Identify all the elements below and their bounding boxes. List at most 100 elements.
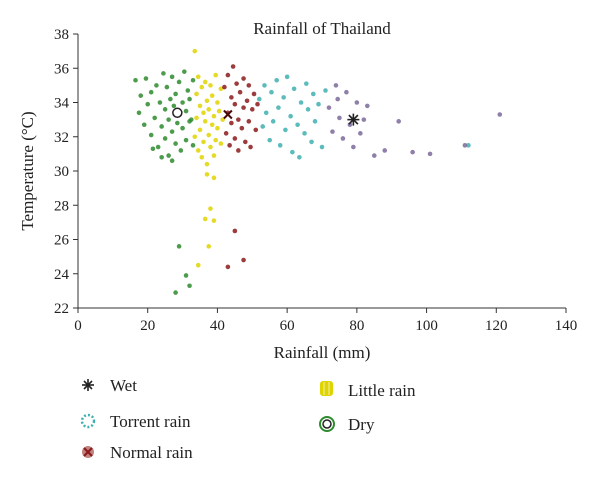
data-point-normal-rain <box>232 136 238 141</box>
data-point-dry <box>168 96 173 102</box>
data-point-little-rain <box>211 175 217 181</box>
x-tick-label: 120 <box>485 318 508 334</box>
legend: Wet Torrent rain Normal rain Little rain <box>80 376 416 462</box>
data-point-dry <box>143 76 149 81</box>
data-point-dry <box>166 153 171 158</box>
y-axis-label: Temperature (°C) <box>18 111 37 230</box>
data-point-wet <box>340 136 346 141</box>
centroid-wet <box>347 113 360 126</box>
data-point-wet <box>354 100 360 105</box>
data-point-torrent-rain <box>291 86 297 92</box>
data-point-normal-rain <box>234 81 239 86</box>
legend-label-normal-rain: Normal rain <box>110 443 193 462</box>
data-point-little-rain <box>192 134 198 140</box>
data-point-little-rain <box>197 127 203 133</box>
data-point-wet <box>358 131 363 136</box>
centroid-markers <box>172 107 360 126</box>
data-point-dry <box>178 148 184 153</box>
data-point-normal-rain <box>230 64 236 69</box>
data-point-normal-rain <box>239 125 245 131</box>
data-point-little-rain <box>206 244 212 249</box>
data-point-little-rain <box>202 119 208 124</box>
legend-label-little-rain: Little rain <box>348 381 416 400</box>
data-point-wet <box>497 112 503 117</box>
data-point-little-rain <box>195 148 201 153</box>
data-point-dry <box>133 77 138 83</box>
data-point-normal-rain <box>241 105 246 110</box>
data-point-little-rain <box>204 161 210 167</box>
data-point-dry <box>175 120 180 126</box>
data-point-little-rain <box>211 153 217 158</box>
data-point-dry <box>173 141 178 146</box>
data-point-normal-rain <box>236 117 241 122</box>
data-point-dry <box>157 100 163 105</box>
data-point-torrent-rain <box>304 81 309 86</box>
data-point-dry <box>145 101 151 107</box>
x-tick-label: 40 <box>210 318 225 334</box>
data-point-dry <box>169 74 175 80</box>
data-point-dry <box>183 273 189 278</box>
legend-item-little-rain: Little rain <box>320 381 416 400</box>
y-tick-label: 38 <box>54 27 69 43</box>
data-point-wet <box>351 144 356 150</box>
legend-label-torrent-rain: Torrent rain <box>110 412 191 431</box>
data-point-dry <box>190 143 196 148</box>
data-point-normal-rain <box>253 127 259 133</box>
data-point-little-rain <box>199 155 205 160</box>
data-point-dry <box>148 89 154 95</box>
data-point-normal-rain <box>255 101 260 107</box>
data-point-normal-rain <box>232 228 238 234</box>
data-point-normal-rain <box>246 83 252 88</box>
data-point-torrent-rain <box>298 100 304 105</box>
data-point-dry <box>182 69 187 74</box>
x-tick-label: 20 <box>140 318 155 334</box>
data-point-little-rain <box>213 72 218 78</box>
legend-little-rain-icon <box>320 381 333 396</box>
centroid-normal-rain <box>223 109 233 120</box>
data-point-little-rain <box>216 108 222 114</box>
data-point-torrent-rain <box>269 89 274 95</box>
data-point-dry <box>164 84 170 90</box>
data-point-normal-rain <box>236 148 241 153</box>
data-point-wet <box>371 153 377 158</box>
data-point-little-rain <box>197 103 203 109</box>
legend-label-wet: Wet <box>110 376 137 395</box>
data-point-torrent-rain <box>263 110 269 116</box>
data-point-little-rain <box>215 125 220 131</box>
data-point-dry <box>190 77 196 83</box>
data-point-torrent-rain <box>290 149 295 155</box>
data-point-normal-rain <box>229 95 234 100</box>
data-point-dry <box>176 79 182 85</box>
data-point-dry <box>180 100 185 105</box>
data-point-little-rain <box>208 206 213 211</box>
data-point-torrent-rain <box>274 77 279 83</box>
data-point-dry <box>138 93 144 98</box>
data-point-dry <box>152 115 157 121</box>
data-point-normal-rain <box>248 144 253 150</box>
data-point-normal-rain <box>223 131 229 136</box>
data-point-dry <box>162 107 168 112</box>
data-point-torrent-rain <box>288 113 293 119</box>
data-point-torrent-rain <box>312 119 318 124</box>
data-point-dry <box>166 117 171 122</box>
legend-label-dry: Dry <box>348 415 375 434</box>
data-point-torrent-rain <box>276 105 281 110</box>
data-point-torrent-rain <box>295 122 300 128</box>
data-point-wet <box>335 96 340 102</box>
data-point-little-rain <box>208 144 213 150</box>
x-tick-label: 100 <box>415 318 438 334</box>
data-point-normal-rain <box>246 119 252 124</box>
y-tick-label: 22 <box>54 301 69 317</box>
data-point-torrent-rain <box>262 83 267 88</box>
data-point-wet <box>462 143 468 148</box>
data-point-dry <box>161 71 166 76</box>
data-point-dry <box>187 96 192 102</box>
data-point-little-rain <box>194 91 199 97</box>
x-axis-label: Rainfall (mm) <box>274 343 371 362</box>
data-point-normal-rain <box>244 98 250 104</box>
series-little-rain <box>192 48 225 268</box>
data-point-torrent-rain <box>283 127 288 133</box>
data-point-dry <box>169 158 175 164</box>
data-point-little-rain <box>204 172 210 177</box>
